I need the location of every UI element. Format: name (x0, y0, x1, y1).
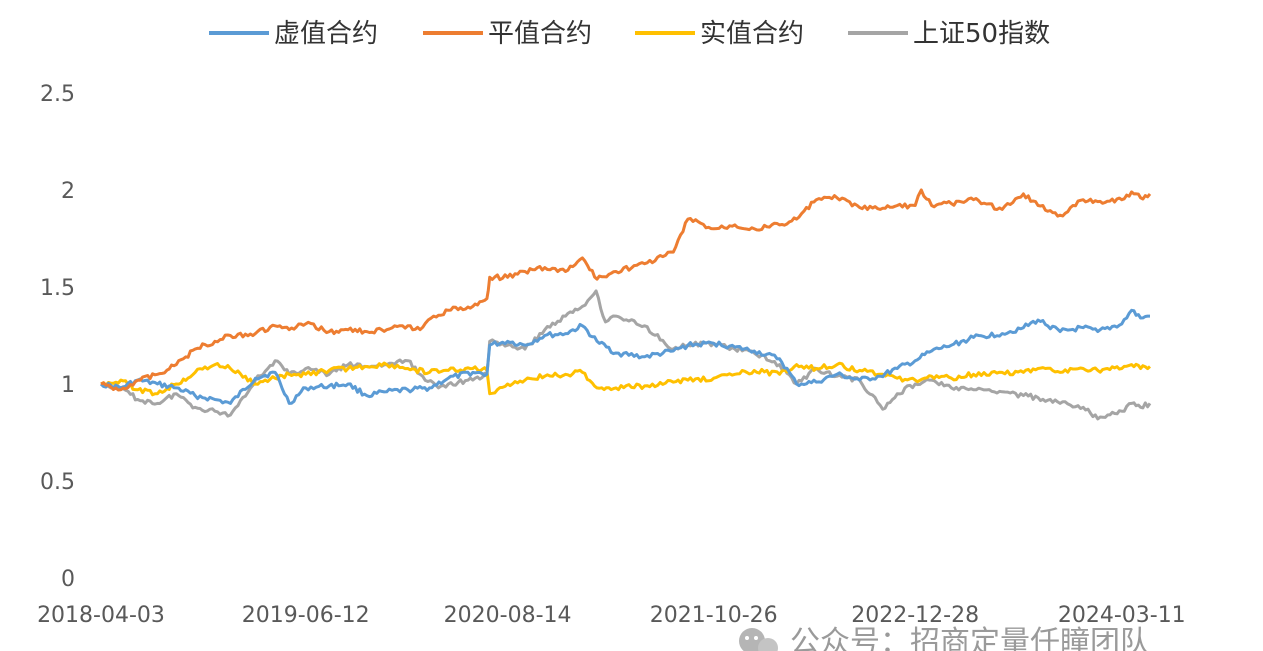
y-axis: 0 0.5 1 1.5 2 2.5 (40, 82, 75, 592)
y-tick-label: 2 (61, 179, 75, 204)
y-tick-label: 2.5 (40, 82, 75, 107)
y-tick-label: 0 (61, 567, 75, 592)
legend-label: 平值合约 (488, 19, 592, 49)
y-tick-label: 1.5 (40, 276, 75, 301)
series-line (100, 361, 1151, 397)
series-line (100, 188, 1152, 392)
x-tick-label: 2018-04-03 (37, 603, 165, 628)
x-tick-label: 2020-08-14 (444, 603, 572, 628)
wechat-icon (739, 628, 778, 651)
y-tick-label: 0.5 (40, 470, 75, 495)
legend-label: 上证50指数 (913, 19, 1050, 49)
x-tick-label: 2024-03-11 (1058, 603, 1186, 628)
x-tick-label: 2019-06-12 (242, 603, 370, 628)
x-axis: 2018-04-03 2019-06-12 2020-08-14 2021-10-26… (37, 603, 1186, 628)
watermark: 公众号：招商定量任瞳团队 (739, 625, 1150, 651)
legend-label: 虚值合约 (274, 19, 378, 49)
legend: 虚值合约 平值合约 实值合约 上证50指数 (209, 19, 1050, 49)
plot-area (99, 188, 1152, 421)
watermark-text: 公众号：招商定量任瞳团队 (790, 625, 1150, 651)
series-line (99, 308, 1150, 405)
y-tick-label: 1 (61, 373, 75, 398)
x-tick-label: 2021-10-26 (650, 603, 778, 628)
x-tick-label: 2022-12-28 (851, 603, 979, 628)
series-line (100, 289, 1152, 421)
legend-label: 实值合约 (700, 19, 804, 49)
